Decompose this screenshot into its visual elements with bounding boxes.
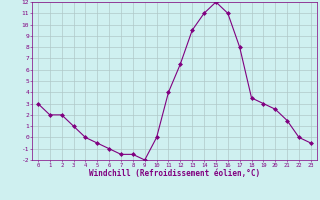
X-axis label: Windchill (Refroidissement éolien,°C): Windchill (Refroidissement éolien,°C) [89, 169, 260, 178]
